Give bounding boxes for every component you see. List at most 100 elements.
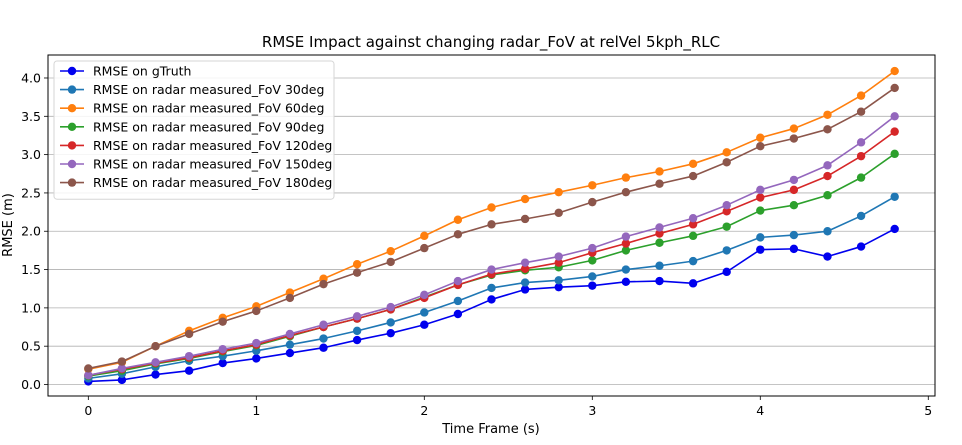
legend-item: RMSE on radar measured_FoV 150deg — [60, 157, 332, 172]
data-point — [352, 268, 362, 277]
data-point — [588, 256, 597, 265]
data-point — [588, 243, 597, 253]
data-point — [756, 206, 765, 215]
y-tick-label: 3.0 — [21, 147, 41, 162]
data-point — [722, 158, 731, 167]
data-point — [621, 265, 631, 274]
data-point — [84, 371, 93, 380]
data-point — [117, 364, 127, 373]
data-point — [856, 91, 866, 100]
legend-label: RMSE on radar measured_FoV 150deg — [93, 157, 332, 172]
data-point — [520, 214, 530, 224]
x-tick-label: 1 — [252, 403, 260, 418]
data-point — [722, 207, 731, 216]
data-point — [285, 340, 295, 349]
data-point — [117, 375, 127, 385]
data-point — [722, 200, 731, 210]
data-point — [520, 285, 530, 294]
data-point — [453, 296, 463, 306]
legend-marker — [67, 104, 77, 113]
data-point — [789, 230, 799, 240]
data-point — [386, 302, 395, 312]
data-point — [554, 258, 563, 267]
legend-item: RMSE on radar measured_FoV 120deg — [60, 138, 332, 153]
data-point — [621, 232, 631, 241]
series-6 — [84, 83, 899, 373]
data-point — [789, 244, 799, 254]
data-point — [655, 167, 664, 176]
data-point — [688, 159, 698, 169]
legend-marker — [67, 178, 77, 187]
legend-label: RMSE on gTruth — [93, 64, 191, 79]
data-point — [588, 281, 597, 290]
legend-box — [53, 60, 335, 200]
data-point — [655, 261, 664, 270]
data-point — [218, 317, 227, 326]
data-point — [823, 252, 832, 261]
data-point — [184, 366, 194, 375]
plot-frame — [47, 54, 936, 397]
data-point — [285, 329, 295, 339]
data-point — [890, 112, 899, 121]
data-point — [420, 290, 429, 300]
data-point — [487, 295, 496, 304]
data-point — [520, 194, 530, 204]
data-point — [420, 231, 429, 241]
y-tick-label: 2.0 — [21, 224, 41, 239]
data-point — [252, 306, 261, 316]
legend-marker — [67, 141, 77, 150]
data-point — [722, 246, 731, 255]
data-point — [588, 272, 597, 281]
data-point — [453, 276, 463, 286]
data-point — [218, 345, 227, 354]
data-point — [756, 245, 765, 254]
legend-item: RMSE on radar measured_FoV 180deg — [60, 175, 332, 190]
y-tick-label: 0.0 — [21, 377, 41, 392]
y-axis: 0.0 0.5 1.0 1.5 2.0 2.5 3.0 3.5 4.0 — [21, 70, 48, 392]
data-point — [554, 187, 563, 197]
data-point — [890, 224, 899, 234]
data-point — [688, 256, 698, 266]
data-point — [856, 211, 866, 221]
data-point — [655, 276, 664, 286]
data-point — [588, 197, 597, 207]
legend-label: RMSE on radar measured_FoV 180deg — [93, 175, 332, 190]
legend-item: RMSE on gTruth — [60, 64, 191, 79]
series-5 — [84, 112, 899, 380]
data-point — [823, 191, 832, 200]
data-point — [352, 259, 362, 269]
data-point — [520, 278, 530, 287]
y-tick-label: 1.0 — [21, 300, 41, 315]
data-point — [319, 320, 328, 329]
x-tick-label: 2 — [420, 403, 428, 418]
data-point — [520, 264, 530, 273]
y-tick-label: 1.5 — [21, 262, 41, 277]
legend-marker — [67, 122, 77, 131]
data-point — [386, 318, 395, 327]
data-point — [84, 364, 93, 373]
data-point — [151, 370, 160, 379]
data-point — [856, 138, 866, 147]
data-point — [621, 239, 631, 248]
data-point — [756, 141, 765, 151]
data-point — [218, 358, 227, 368]
data-point — [352, 335, 362, 345]
data-point — [588, 181, 597, 190]
legend-marker — [67, 66, 77, 76]
data-point — [420, 243, 429, 253]
data-point — [688, 214, 698, 223]
data-point — [756, 233, 765, 242]
x-tick-label: 4 — [756, 403, 764, 418]
legend-label: RMSE on radar measured_FoV 90deg — [93, 119, 324, 134]
data-point — [621, 173, 631, 182]
data-point — [520, 258, 530, 267]
legend-item: RMSE on radar measured_FoV 90deg — [60, 119, 324, 134]
data-point — [319, 334, 328, 343]
data-point — [621, 187, 631, 197]
series-layer — [84, 66, 899, 386]
legend-item: RMSE on radar measured_FoV 30deg — [60, 82, 324, 97]
data-point — [756, 133, 765, 142]
y-tick-label: 2.5 — [21, 185, 41, 200]
x-axis-label: Time Frame (s) — [441, 422, 540, 437]
data-point — [252, 354, 261, 363]
